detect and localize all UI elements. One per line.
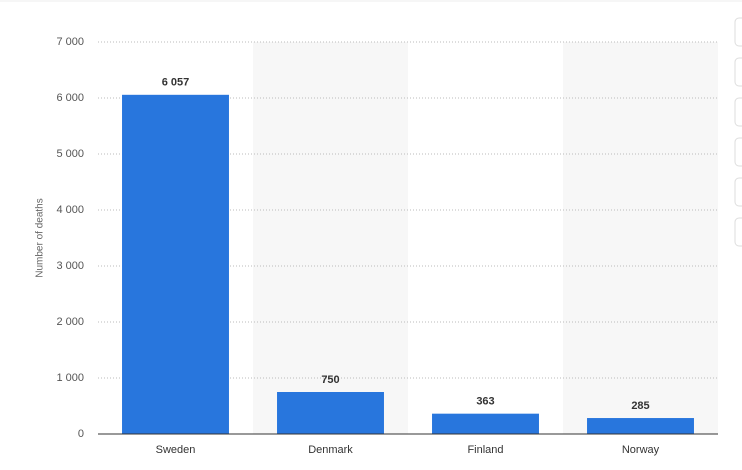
x-tick-label: Finland (467, 444, 503, 456)
bar (277, 392, 384, 434)
value-label: 6 057 (162, 77, 190, 89)
band-shade (253, 42, 408, 434)
y-tick-label: 2 000 (56, 316, 84, 328)
bar (587, 418, 694, 434)
x-tick-label: Denmark (308, 444, 353, 456)
x-tick-label: Sweden (156, 444, 196, 456)
bar (432, 413, 539, 434)
y-tick-label: 1 000 (56, 372, 84, 384)
value-label: 363 (476, 396, 494, 408)
y-tick-label: 3 000 (56, 260, 84, 272)
x-tick-label: Norway (622, 444, 660, 456)
value-label: 285 (631, 400, 649, 412)
y-tick-label: 4 000 (56, 204, 84, 216)
bar (122, 94, 229, 435)
value-label: 750 (321, 374, 339, 386)
side-toolbar (734, 17, 742, 247)
y-tick-label: 7 000 (56, 36, 84, 48)
y-tick-label: 0 (78, 428, 84, 440)
y-tick-label: 6 000 (56, 92, 84, 104)
y-tick-label: 5 000 (56, 148, 84, 160)
y-axis-title: Number of deaths (35, 198, 46, 278)
band-shade (563, 42, 718, 434)
